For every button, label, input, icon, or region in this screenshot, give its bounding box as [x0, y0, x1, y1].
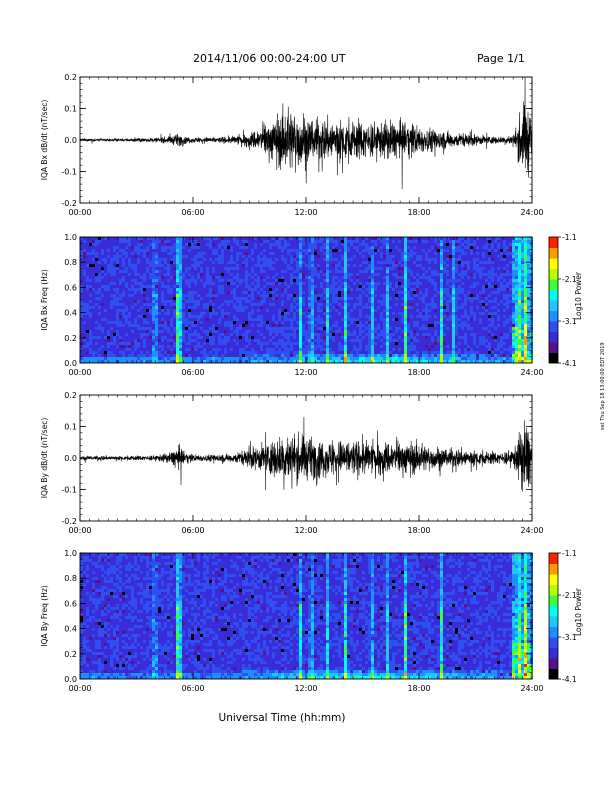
colorbar-label: Log10 Power: [574, 271, 583, 320]
x-tick-label: 24:00: [520, 684, 543, 693]
y-tick-label: 1.0: [64, 233, 77, 242]
colorbar-label: Log10 Power: [574, 587, 583, 636]
y-tick-label: 0.6: [64, 599, 77, 608]
colorbar: -1.1 -2.1 -3.1 -4.1 Log10 Power: [548, 233, 583, 368]
y-tick-label: -0.2: [61, 199, 77, 208]
y-tick-label: 0.6: [64, 283, 77, 292]
colorbar-tick-label: -3.1: [562, 317, 577, 326]
x-tick-label: 18:00: [407, 208, 430, 217]
y-axis-label: IQA Bx dB/dt (nT/sec): [40, 100, 49, 181]
colorbar-tick-label: -4.1: [562, 359, 577, 368]
y-tick-label: 0.1: [64, 423, 77, 432]
colorbar-tick-label: -2.1: [562, 591, 577, 600]
y-axis: 0.0 0.2 0.4 0.6 0.8 1.0: [64, 233, 532, 368]
y-tick-label: 0.0: [64, 136, 77, 145]
panel-1: 00:00 06:00 12:00 18:00 24:00-0.2-0.10.00.10…: [40, 73, 544, 217]
panel-3: 00:00 06:00 12:00 18:00 24:00-0.2-0.10.00.10…: [40, 391, 544, 535]
waveform-trace: [80, 417, 532, 492]
spectrogram-cells: [80, 237, 533, 363]
x-tick-label: 06:00: [181, 684, 204, 693]
x-tick-label: 12:00: [294, 368, 317, 377]
x-tick-label: 06:00: [181, 526, 204, 535]
panel-4: -1.1 -2.1 -3.1 -4.1 Log10 Power 00:00 06:00 12:…: [40, 549, 583, 693]
y-axis: 0.0 0.2 0.4 0.6 0.8 1.0: [64, 549, 532, 684]
colorbar-tick-label: -1.1: [562, 549, 577, 558]
colorbar-frame: [548, 552, 559, 680]
colorbar-tick-label: -1.1: [562, 233, 577, 242]
x-tick-label: 18:00: [407, 684, 430, 693]
x-tick-label: 24:00: [520, 368, 543, 377]
chart-title: 2014/11/06 00:00-24:00 UT: [193, 52, 346, 65]
y-tick-label: -0.1: [61, 486, 77, 495]
y-axis: -0.2 -0.1 0.0 0.1 0.2: [61, 391, 532, 526]
colorbar-tick-label: -3.1: [562, 633, 577, 642]
y-axis-label: IQA By Freq (Hz): [40, 585, 49, 647]
y-tick-label: -0.2: [61, 517, 77, 526]
y-axis: -0.2 -0.1 0.0 0.1 0.2: [61, 73, 532, 208]
page-number: Page 1/1: [477, 52, 525, 65]
y-axis-label: IQA Bx Freq (Hz): [40, 269, 49, 331]
waveform-trace: [80, 77, 532, 190]
y-tick-label: 0.4: [64, 309, 77, 318]
y-tick-label: 0.8: [64, 258, 77, 267]
x-axis: 00:00 06:00 12:00 18:00 24:00: [68, 77, 544, 217]
y-axis-label: IQA By dB/dt (nT/sec): [40, 418, 49, 499]
y-tick-label: 0.1: [64, 105, 77, 114]
y-tick-label: 1.0: [64, 549, 77, 558]
y-tick-label: 0.0: [64, 454, 77, 463]
y-tick-label: 0.2: [64, 73, 77, 82]
side-note: set Thu Sep 18 13:00:00 EDT 2019: [600, 342, 606, 430]
x-tick-label: 12:00: [294, 526, 317, 535]
colorbar: -1.1 -2.1 -3.1 -4.1 Log10 Power: [548, 549, 583, 684]
x-tick-label: 06:00: [181, 368, 204, 377]
colorbar-frame: [548, 236, 559, 364]
y-tick-label: 0.4: [64, 625, 77, 634]
y-tick-label: -0.1: [61, 168, 77, 177]
x-tick-label: 00:00: [68, 684, 91, 693]
y-tick-label: 0.0: [64, 359, 77, 368]
spectrogram-cells: [80, 553, 533, 679]
y-tick-label: 0.0: [64, 675, 77, 684]
x-tick-label: 18:00: [407, 526, 430, 535]
x-tick-label: 18:00: [407, 368, 430, 377]
x-tick-label: 24:00: [520, 208, 543, 217]
x-axis-label: Universal Time (hh:mm): [219, 712, 346, 724]
x-tick-label: 06:00: [181, 208, 204, 217]
colorbar-tick-label: -2.1: [562, 275, 577, 284]
y-tick-label: 0.8: [64, 574, 77, 583]
x-tick-label: 24:00: [520, 526, 543, 535]
x-tick-label: 00:00: [68, 526, 91, 535]
x-tick-label: 12:00: [294, 684, 317, 693]
colorbar-tick-label: -4.1: [562, 675, 577, 684]
x-tick-label: 12:00: [294, 208, 317, 217]
x-tick-label: 00:00: [68, 208, 91, 217]
y-tick-label: 0.2: [64, 334, 77, 343]
x-axis: 00:00 06:00 12:00 18:00 24:00: [68, 553, 544, 693]
y-tick-label: 0.2: [64, 391, 77, 400]
x-axis: 00:00 06:00 12:00 18:00 24:00: [68, 237, 544, 377]
x-tick-label: 00:00: [68, 368, 91, 377]
panel-2: -1.1 -2.1 -3.1 -4.1 Log10 Power 00:00 06:00 12:…: [40, 233, 583, 377]
y-tick-label: 0.2: [64, 650, 77, 659]
x-axis: 00:00 06:00 12:00 18:00 24:00: [68, 395, 544, 535]
